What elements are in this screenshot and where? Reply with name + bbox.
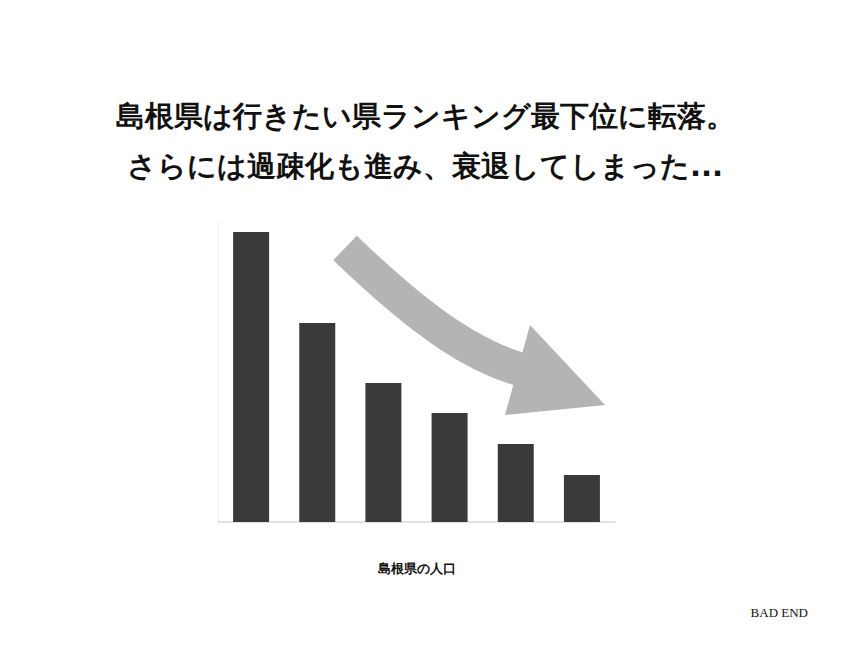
svg-text:島根県の人口: 島根県の人口 xyxy=(378,561,456,576)
svg-text:島根県は行きたい県ランキング最下位に転落。: 島根県は行きたい県ランキング最下位に転落。 xyxy=(116,99,735,133)
svg-text:さらには過疎化も進み、衰退してしまった...: さらには過疎化も進み、衰退してしまった... xyxy=(127,149,723,183)
svg-text:BAD END: BAD END xyxy=(751,605,808,620)
